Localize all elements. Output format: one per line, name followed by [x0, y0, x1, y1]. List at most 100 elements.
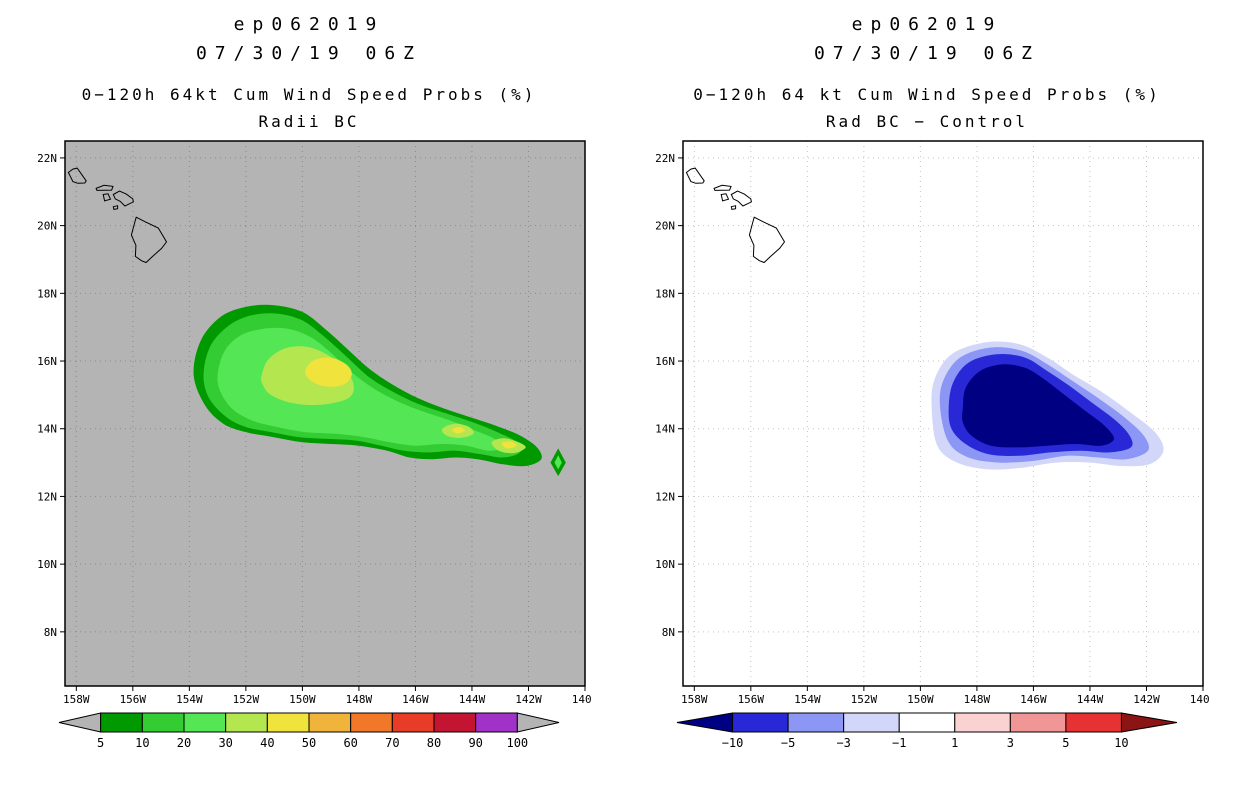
plot-title-line2: Rad BC − Control — [825, 112, 1029, 131]
lon-tick-label: 140W — [572, 693, 591, 706]
lat-tick-label: 8N — [44, 626, 57, 639]
colorbar-segment — [308, 712, 352, 733]
lat-tick-label: 22N — [37, 152, 57, 165]
contour-level-40 — [452, 426, 465, 434]
lon-tick-label: 144W — [459, 693, 486, 706]
colorbar-segment — [954, 712, 1011, 733]
lon-tick-label: 152W — [851, 693, 878, 706]
axis-labels: 158W 156W 154W 152W 150W 148W 146W 144W 142W 140W… — [37, 152, 591, 706]
island-outline — [67, 167, 87, 184]
hawaiian-islands — [67, 167, 168, 264]
plot-title-line1: 0−120h 64kt Cum Wind Speed Probs (%) — [81, 85, 537, 104]
lon-tick-label: 148W — [964, 693, 991, 706]
difference-map: 158W 156W 154W 152W 150W 148W 146W 144W 142W 140W… — [655, 140, 1209, 706]
lon-tick-label: 156W — [738, 693, 765, 706]
subtitle-block: 0−120h 64 kt Cum Wind Speed Probs (%) Ra… — [693, 81, 1160, 135]
lon-tick-label: 146W — [402, 693, 429, 706]
map-border — [682, 140, 1204, 687]
island-outline — [95, 184, 114, 191]
lat-tick-label: 18N — [37, 287, 57, 300]
colorbar-segment — [391, 712, 435, 733]
lat-tick-label: 12N — [655, 490, 675, 503]
colorbar-tick-label: 1 — [951, 736, 958, 750]
colorbar-under-arrow — [58, 712, 102, 733]
colorbar-segment — [183, 712, 227, 733]
colorbar-tick-label: 10 — [1114, 736, 1128, 750]
lon-tick-label: 152W — [233, 693, 260, 706]
init-datetime: 07/30/19 06Z — [195, 43, 423, 64]
contour-level-40 — [305, 357, 352, 387]
lat-tick-label: 16N — [655, 355, 675, 368]
contour-level-20 — [554, 455, 562, 470]
lon-tick-label: 150W — [907, 693, 934, 706]
lat-tick-label: 14N — [37, 423, 57, 436]
lat-tick-label: 18N — [655, 287, 675, 300]
contour-layer — [193, 304, 566, 477]
colorbar-segment — [100, 712, 143, 733]
island-outline — [720, 193, 730, 202]
contour-level-−10 — [962, 364, 1115, 448]
lon-tick-label: 148W — [346, 693, 373, 706]
colorbar-tick-label: 90 — [468, 736, 482, 750]
island-outline — [685, 167, 705, 184]
map-border — [64, 140, 586, 687]
lon-tick-label: 158W — [63, 693, 90, 706]
lon-tick-label: 144W — [1077, 693, 1104, 706]
plot-title-line1: 0−120h 64 kt Cum Wind Speed Probs (%) — [693, 85, 1161, 104]
colorbar-tick-label: 70 — [385, 736, 399, 750]
axis-ticks — [678, 157, 1204, 691]
probability-colorbar: 5 10 20 30 40 50 60 70 80 90 100 — [58, 712, 560, 750]
colorbar-segment — [225, 712, 268, 733]
lat-tick-label: 10N — [655, 558, 675, 571]
colorbar-tick-label: 40 — [260, 736, 274, 750]
colorbar-over-arrow — [1120, 712, 1178, 733]
lat-tick-label: 20N — [655, 220, 675, 233]
lat-tick-label: 10N — [37, 558, 57, 571]
colorbar-tick-label: −10 — [722, 736, 744, 750]
lat-tick-label: 22N — [655, 152, 675, 165]
lon-tick-label: 140W — [1190, 693, 1209, 706]
colorbar-tick-label: 20 — [177, 736, 191, 750]
lat-tick-label: 8N — [662, 626, 675, 639]
colorbar-segment — [843, 712, 900, 733]
lat-tick-label: 14N — [655, 423, 675, 436]
colorbar-segment — [732, 712, 789, 733]
colorbar-segment — [787, 712, 845, 733]
lon-tick-label: 142W — [515, 693, 542, 706]
axis-labels: 158W 156W 154W 152W 150W 148W 146W 144W 142W 140W… — [655, 152, 1209, 706]
colorbar-tick-label: 80 — [427, 736, 441, 750]
island-outline — [730, 205, 737, 210]
colorbar-segment — [1009, 712, 1067, 733]
island-outline — [112, 190, 134, 207]
island-outline — [748, 216, 786, 264]
island-outline — [112, 205, 119, 210]
probability-map: 158W 156W 154W 152W 150W 148W 146W 144W 142W 140W… — [37, 140, 591, 706]
colorbar-tick-label: 30 — [218, 736, 232, 750]
colorbar-tick-label: −5 — [781, 736, 795, 750]
axis-ticks — [60, 157, 586, 691]
contour-level-40 — [501, 441, 517, 449]
plot-title-line2: Radii BC — [258, 112, 360, 131]
island-outline — [102, 193, 112, 202]
title-block: ep062019 07/30/19 06Z — [196, 10, 422, 68]
subtitle-block: 0−120h 64kt Cum Wind Speed Probs (%) Rad… — [82, 81, 537, 135]
lon-tick-label: 158W — [681, 693, 708, 706]
lon-tick-label: 150W — [289, 693, 316, 706]
lon-tick-label: 146W — [1020, 693, 1047, 706]
colorbar-segment — [350, 712, 393, 733]
colorbar-segment — [266, 712, 310, 733]
colorbar-tick-label: 10 — [135, 736, 149, 750]
lat-tick-label: 20N — [37, 220, 57, 233]
lon-tick-label: 154W — [794, 693, 821, 706]
island-outline — [730, 190, 752, 207]
storm-id: ep062019 — [233, 14, 385, 35]
colorbar-segment — [1065, 712, 1122, 733]
colorbar-segment — [475, 712, 518, 733]
panel-rad-bc-minus-control: ep062019 07/30/19 06Z 0−120h 64 kt Cum W… — [618, 0, 1236, 800]
colorbar-tick-label: −3 — [836, 736, 850, 750]
colorbar-over-arrow — [516, 712, 560, 733]
title-block: ep062019 07/30/19 06Z — [814, 10, 1040, 68]
init-datetime: 07/30/19 06Z — [813, 43, 1041, 64]
lon-tick-label: 156W — [120, 693, 147, 706]
colorbar-tick-label: 3 — [1007, 736, 1014, 750]
